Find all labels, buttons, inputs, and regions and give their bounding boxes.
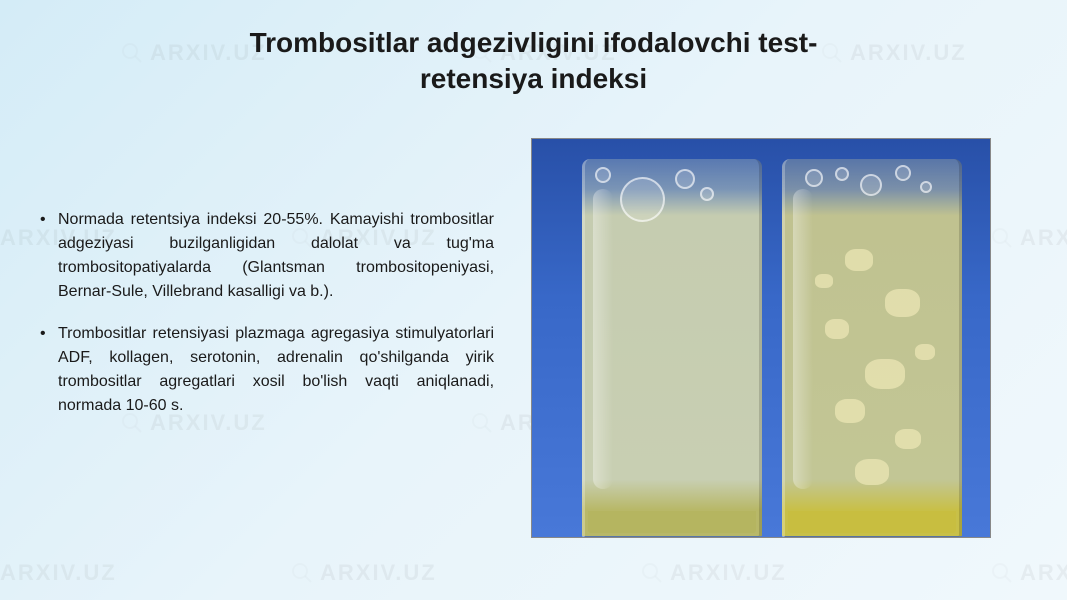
- bubble: [620, 177, 665, 222]
- sediment: [588, 511, 756, 533]
- bubble: [860, 174, 882, 196]
- bullet-text: Normada retentsiya indeksi 20-55%. Kamay…: [58, 208, 494, 304]
- bubble: [835, 167, 849, 181]
- title-line-2: retensiya indeksi: [420, 63, 647, 94]
- flocculant: [895, 429, 921, 449]
- bubble: [805, 169, 823, 187]
- image-column: [524, 138, 998, 580]
- flocculant: [845, 249, 873, 271]
- bubble: [595, 167, 611, 183]
- bubble: [700, 187, 714, 201]
- bubble: [895, 165, 911, 181]
- bubble: [920, 181, 932, 193]
- sediment: [788, 511, 956, 533]
- content-row: • Normada retentsiya indeksi 20-55%. Kam…: [40, 138, 1027, 580]
- flocculant: [815, 274, 833, 288]
- bullet-item: • Trombositlar retensiyasi plazmaga agre…: [40, 322, 494, 418]
- flocculant: [915, 344, 935, 360]
- bullet-marker: •: [40, 322, 58, 418]
- tube-highlight: [793, 189, 813, 489]
- flocculant: [865, 359, 905, 389]
- slide: Trombositlar adgezivligini ifodalovchi t…: [0, 0, 1067, 600]
- flocculant: [885, 289, 920, 317]
- title-line-1: Trombositlar adgezivligini ifodalovchi t…: [250, 27, 818, 58]
- bullet-marker: •: [40, 208, 58, 304]
- text-column: • Normada retentsiya indeksi 20-55%. Kam…: [40, 138, 494, 580]
- flocculant: [855, 459, 889, 485]
- tube-left: [582, 159, 762, 538]
- bubble: [675, 169, 695, 189]
- flocculant: [825, 319, 849, 339]
- bullet-text: Trombositlar retensiyasi plazmaga agrega…: [58, 322, 494, 418]
- tube-highlight: [593, 189, 613, 489]
- slide-title: Trombositlar adgezivligini ifodalovchi t…: [40, 25, 1027, 98]
- test-tubes-photo: [531, 138, 991, 538]
- bullet-item: • Normada retentsiya indeksi 20-55%. Kam…: [40, 208, 494, 304]
- flocculant: [835, 399, 865, 423]
- tube-right: [782, 159, 962, 538]
